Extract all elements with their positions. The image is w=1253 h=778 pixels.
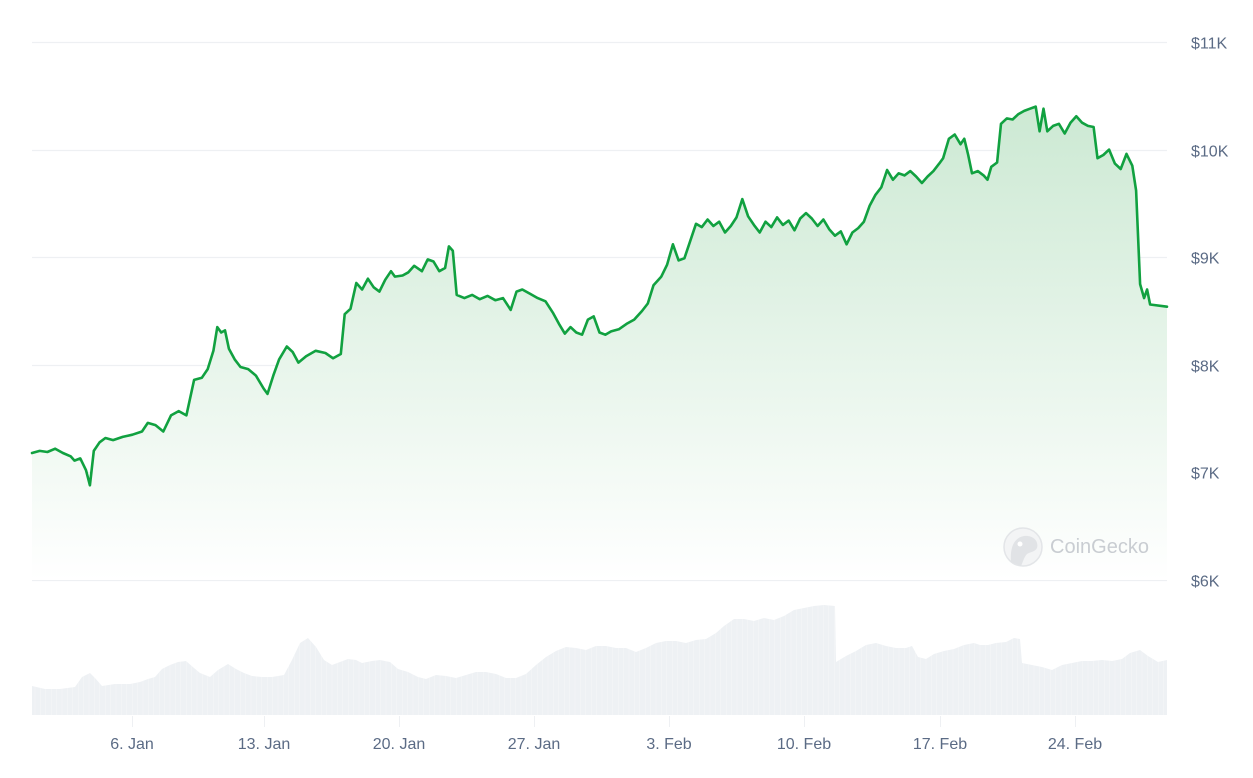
coingecko-watermark: CoinGecko (1003, 527, 1149, 567)
y-axis: $11K $10K $9K $8K $7K $6K (1191, 36, 1229, 591)
y-tick-label: $7K (1191, 466, 1220, 483)
y-tick-label: $11K (1191, 36, 1228, 53)
volume-bars (32, 600, 1167, 715)
x-tick-label: 27. Jan (508, 736, 560, 753)
price-line-path[interactable] (30, 105, 1169, 487)
y-tick-label: $10K (1191, 144, 1229, 161)
x-tick-label: 6. Jan (110, 736, 154, 753)
x-axis: 6. Jan 13. Jan 20. Jan 27. Jan 3. Feb 10. Feb… (110, 716, 1102, 753)
watermark-text: CoinGecko (1050, 536, 1149, 558)
x-tick-label: 13. Jan (238, 736, 290, 753)
price-area-fill (32, 106, 1167, 580)
gecko-logo-icon (1003, 527, 1043, 567)
x-tick-label: 20. Jan (373, 736, 425, 753)
x-tick-label: 17. Feb (913, 736, 967, 753)
x-tick-label: 10. Feb (777, 736, 831, 753)
x-tick-label: 3. Feb (646, 736, 691, 753)
volume-area (32, 605, 1167, 715)
price-area (32, 106, 1167, 580)
y-tick-label: $9K (1191, 251, 1220, 268)
price-line[interactable] (30, 105, 1169, 487)
y-tick-label: $6K (1191, 574, 1220, 591)
y-tick-label: $8K (1191, 359, 1220, 376)
x-tick-label: 24. Feb (1048, 736, 1102, 753)
